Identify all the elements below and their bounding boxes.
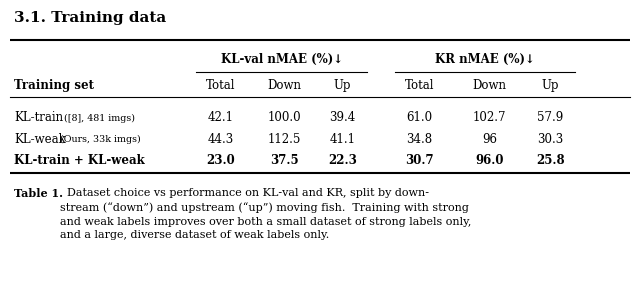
- Text: 23.0: 23.0: [207, 154, 235, 167]
- Text: 30.3: 30.3: [537, 133, 564, 146]
- Text: Up: Up: [333, 79, 351, 92]
- Text: 25.8: 25.8: [536, 154, 564, 167]
- Text: Down: Down: [472, 79, 507, 92]
- Text: Down: Down: [268, 79, 302, 92]
- Text: 42.1: 42.1: [208, 112, 234, 124]
- Text: 96: 96: [482, 133, 497, 146]
- Text: Table 1.: Table 1.: [14, 188, 63, 199]
- Text: 100.0: 100.0: [268, 112, 301, 124]
- Text: 34.8: 34.8: [406, 133, 432, 146]
- Text: 3.1. Training data: 3.1. Training data: [14, 11, 166, 25]
- Text: 22.3: 22.3: [328, 154, 357, 167]
- Text: 37.5: 37.5: [271, 154, 299, 167]
- Text: Training set: Training set: [14, 79, 94, 92]
- Text: Total: Total: [206, 79, 236, 92]
- Text: KL-val nMAE (%)↓: KL-val nMAE (%)↓: [221, 53, 342, 66]
- Text: KR nMAE (%)↓: KR nMAE (%)↓: [435, 53, 535, 66]
- Text: 57.9: 57.9: [537, 112, 564, 124]
- Text: KL-weak: KL-weak: [14, 133, 66, 146]
- Text: ([8], 481 imgs): ([8], 481 imgs): [61, 113, 135, 123]
- Text: (Ours, 33k imgs): (Ours, 33k imgs): [57, 135, 141, 144]
- Text: KL-train: KL-train: [14, 112, 63, 124]
- Text: 30.7: 30.7: [405, 154, 433, 167]
- Text: 112.5: 112.5: [268, 133, 301, 146]
- Text: 96.0: 96.0: [476, 154, 504, 167]
- Text: Dataset choice vs performance on KL-val and KR, split by down-
stream (“down”) a: Dataset choice vs performance on KL-val …: [60, 188, 472, 240]
- Text: 102.7: 102.7: [473, 112, 506, 124]
- Text: Up: Up: [541, 79, 559, 92]
- Text: 61.0: 61.0: [406, 112, 432, 124]
- Text: 41.1: 41.1: [330, 133, 355, 146]
- Text: Total: Total: [404, 79, 434, 92]
- Text: 44.3: 44.3: [207, 133, 234, 146]
- Text: 39.4: 39.4: [329, 112, 356, 124]
- Text: KL-train + KL-weak: KL-train + KL-weak: [14, 154, 145, 167]
